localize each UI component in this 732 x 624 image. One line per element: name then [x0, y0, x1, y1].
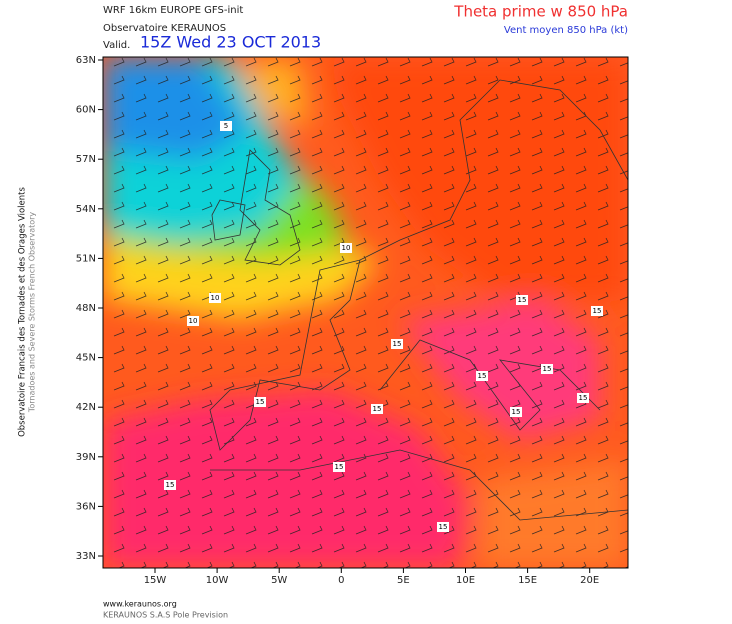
- contour-label: 10: [189, 317, 198, 325]
- contour-label: 15: [478, 372, 487, 380]
- contour-label: 15: [335, 463, 344, 471]
- contour-label: 15: [518, 296, 527, 304]
- contour-label-box: [371, 404, 383, 414]
- map-field: [103, 57, 628, 568]
- lat-label: 51N: [76, 253, 96, 264]
- lon-label: 15W: [144, 575, 167, 586]
- contour-label: 15: [579, 394, 588, 402]
- lat-label: 39N: [76, 452, 96, 463]
- contour-label-box: [333, 462, 345, 472]
- lat-label: 54N: [76, 204, 96, 215]
- contour-label: 15: [439, 523, 448, 531]
- lat-label: 42N: [76, 402, 96, 413]
- contour-label: 5: [224, 122, 228, 130]
- lat-label: 57N: [76, 154, 96, 165]
- contour-label-box: [391, 339, 403, 349]
- contour-label-box: [577, 393, 589, 403]
- lon-label: 5W: [271, 575, 287, 586]
- contour-label: 15: [256, 398, 265, 406]
- contour-label-box: [476, 371, 488, 381]
- coastlines: [209, 79, 628, 521]
- footer-company: KERAUNOS S.A.S Pole Prevision: [103, 611, 228, 620]
- lat-label: 45N: [76, 353, 96, 364]
- observatory-label: Observatoire KERAUNOS: [103, 23, 226, 34]
- wind-title: Vent moyen 850 hPa (kt): [504, 25, 628, 36]
- model-label: WRF 16km EUROPE GFS-init: [103, 5, 243, 16]
- contour-label-box: [437, 522, 449, 532]
- contour-label-box: [254, 397, 266, 407]
- lon-label: 20E: [580, 575, 599, 586]
- lat-label: 48N: [76, 303, 96, 314]
- side-label: Observatoire Francais des Tornades et de…: [18, 187, 28, 437]
- lon-label: 10W: [206, 575, 229, 586]
- lat-label: 63N: [76, 55, 96, 66]
- contour-label-box: [340, 243, 352, 253]
- contour-label: 15: [393, 340, 402, 348]
- contour-label-box: [220, 121, 232, 131]
- map-frame: [102, 56, 629, 569]
- valid-label: Valid.: [103, 40, 130, 51]
- contour-label: 15: [543, 365, 552, 373]
- contour-label: 15: [593, 307, 602, 315]
- contour-label-box: [187, 316, 199, 326]
- field-title: Theta prime w 850 hPa: [453, 3, 628, 21]
- contour-label: 15: [512, 408, 521, 416]
- contour-label: 10: [342, 244, 351, 252]
- side-label: Tornadoes and Severe Storms French Obser…: [28, 212, 37, 414]
- lon-label: 10E: [456, 575, 475, 586]
- lat-label: 33N: [76, 551, 96, 562]
- lon-label: 5E: [397, 575, 410, 586]
- contour-label-box: [541, 364, 553, 374]
- lon-label: 15E: [518, 575, 537, 586]
- footer-url: www.keraunos.org: [103, 600, 177, 609]
- contour-label-box: [510, 407, 522, 417]
- contour-label: 10: [211, 294, 220, 302]
- valid-time: 15Z Wed 23 OCT 2013: [140, 33, 321, 52]
- contour-label-box: [516, 295, 528, 305]
- contour-label: 15: [166, 481, 175, 489]
- contour-label-box: [209, 293, 221, 303]
- lat-label: 36N: [76, 501, 96, 512]
- contour-label-box: [164, 480, 176, 490]
- contour-label-box: [591, 306, 603, 316]
- lat-label: 60N: [76, 105, 96, 116]
- contour-label: 15: [373, 405, 382, 413]
- lon-label: 0: [338, 575, 344, 586]
